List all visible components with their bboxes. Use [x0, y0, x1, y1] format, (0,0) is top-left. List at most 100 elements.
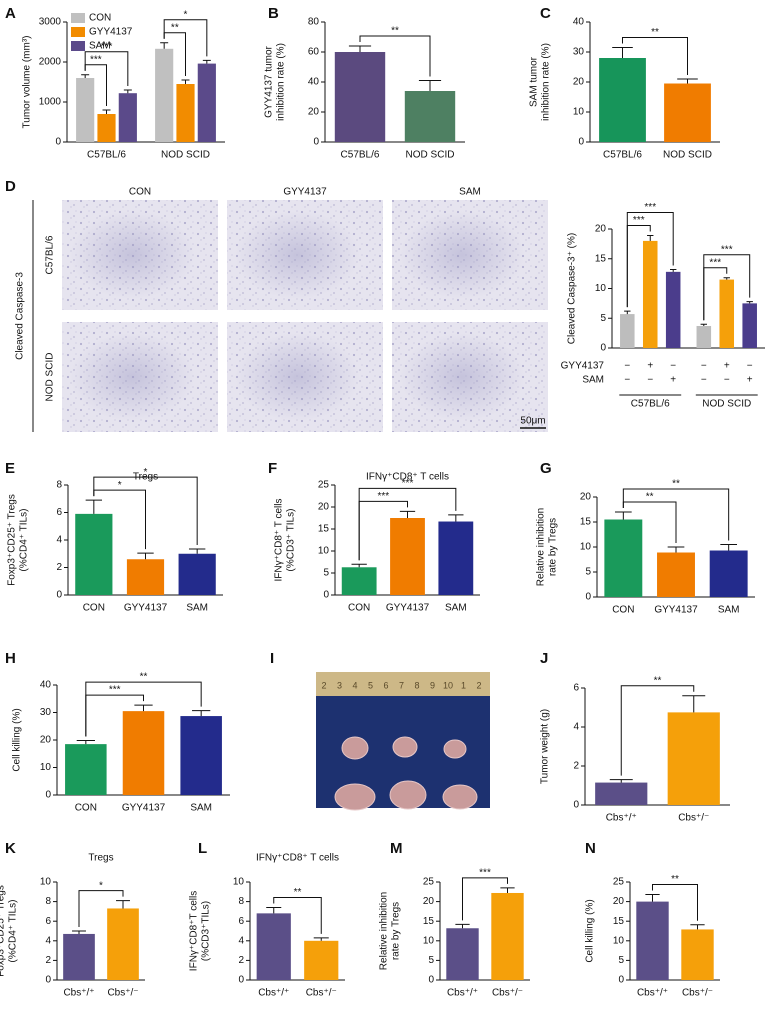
error-bar	[202, 59, 211, 64]
y-tick-label: 2	[573, 761, 579, 772]
bar	[256, 913, 291, 980]
x-tick-label: NOD SCID	[663, 150, 712, 161]
y-tick-label: 20	[613, 896, 625, 907]
bar	[595, 782, 648, 805]
x-tick-label: C57BL/6	[87, 150, 126, 161]
x-tick-label: SAM	[186, 603, 208, 614]
x-tick-label: Cbs⁺/⁺	[606, 813, 637, 824]
y-axis-label: (%CD3⁺TILs)	[201, 901, 212, 961]
bar	[107, 908, 139, 980]
y-tick-label: 0	[238, 975, 244, 986]
significance-label: **	[140, 672, 148, 683]
y-tick-label: 0	[573, 800, 579, 811]
y-tick-label: 4	[45, 935, 51, 946]
bar	[76, 78, 95, 142]
chart-title: Tregs	[88, 853, 113, 864]
error-bar	[134, 704, 153, 712]
y-tick-label: 0	[56, 590, 62, 601]
error-bar	[399, 510, 416, 518]
y-axis-label: Foxp3⁺CD25⁺ Tregs	[0, 885, 7, 977]
tumor	[392, 736, 418, 758]
y-tick-label: 2	[56, 562, 62, 573]
y-tick-label: 4	[56, 535, 62, 546]
y-axis-label: (%CD3⁺ TILs)	[286, 509, 297, 572]
y-tick-label: 40	[308, 77, 320, 88]
panel-letter: C	[540, 5, 551, 22]
scale-bar-label: 50μm	[520, 416, 545, 427]
legend-label: CON	[89, 13, 111, 24]
bar	[665, 271, 681, 348]
y-tick-label: 25	[613, 877, 625, 888]
y-axis-label: IFNγ⁺CD8⁺ T cells	[274, 499, 285, 582]
y-axis-label: rate by Tregs	[391, 902, 402, 960]
error-bar	[116, 900, 130, 909]
y-tick-label: 10	[613, 935, 625, 946]
y-tick-label: 4	[238, 935, 244, 946]
treatment-mark: +	[670, 375, 676, 386]
error-bar	[351, 563, 367, 568]
y-tick-label: 30	[40, 707, 52, 718]
panel-letter: H	[5, 650, 16, 667]
ruler-number: 7	[399, 680, 404, 690]
panel-letter: M	[390, 840, 403, 857]
significance-label: **	[654, 675, 662, 686]
significance-label: ***	[402, 478, 414, 489]
significance-bracket	[358, 487, 457, 561]
significance-bracket	[620, 685, 695, 776]
y-tick-label: 6	[56, 507, 62, 518]
micrograph-shade	[234, 333, 360, 421]
bar	[636, 901, 669, 980]
error-bar	[667, 546, 685, 553]
treatment-label: GYY4137	[561, 361, 605, 372]
ruler-number: 3	[337, 680, 342, 690]
y-tick-label: 5	[600, 313, 606, 324]
y-tick-label: 40	[40, 680, 52, 691]
x-tick-label: Cbs⁺/⁻	[678, 813, 709, 824]
x-tick-label: CON	[348, 603, 370, 614]
y-tick-label: 8	[56, 480, 62, 491]
treatment-mark: −	[624, 361, 630, 372]
y-axis-label: Tumor volume (mm³)	[22, 36, 33, 129]
treatment-mark: +	[647, 361, 653, 372]
significance-label: *	[99, 880, 103, 891]
tumor	[442, 784, 478, 810]
y-tick-label: 0	[55, 137, 61, 148]
x-tick-label: CON	[83, 603, 105, 614]
significance-bracket	[84, 51, 129, 86]
y-tick-label: 25	[423, 877, 435, 888]
significance-label: ***	[644, 202, 656, 213]
treatment-mark: −	[724, 375, 730, 386]
x-tick-label: SAM	[445, 603, 467, 614]
y-tick-label: 10	[40, 877, 52, 888]
chart-title: IFNγ⁺CD8⁺ T cells	[256, 853, 339, 864]
row-label: NOD SCID	[45, 353, 56, 402]
row-label: Cbs⁺/⁻	[283, 794, 311, 804]
y-axis-label: (%CD4⁺ TILs)	[19, 509, 30, 572]
y-tick-label: 10	[318, 546, 330, 557]
bar	[667, 712, 720, 805]
y-tick-label: 5	[618, 955, 624, 966]
significance-bracket	[85, 681, 202, 737]
bar	[599, 58, 646, 142]
error-bar	[123, 89, 132, 94]
treatment-mark: −	[647, 375, 653, 386]
y-axis-label: Cell killing (%)	[12, 708, 23, 771]
y-tick-label: 25	[318, 480, 330, 491]
panel-letter: D	[5, 178, 16, 195]
bar	[304, 940, 339, 980]
y-axis-label: IFNγ⁺CD8⁺T cells	[189, 891, 200, 971]
error-bar	[723, 277, 730, 280]
significance-bracket	[462, 877, 508, 921]
y-tick-label: 0	[585, 592, 591, 603]
y-tick-label: 6	[573, 683, 579, 694]
y-axis-label: GYY4137 tumor	[264, 45, 275, 117]
bar	[742, 303, 757, 348]
bar	[75, 513, 113, 595]
error-bar	[647, 235, 654, 241]
y-tick-label: 3000	[39, 17, 62, 28]
error-bar	[609, 779, 633, 783]
y-tick-label: 5	[585, 567, 591, 578]
ruler-number: 2	[321, 680, 326, 690]
x-tick-label: NOD SCID	[702, 399, 751, 410]
bar	[709, 550, 748, 597]
